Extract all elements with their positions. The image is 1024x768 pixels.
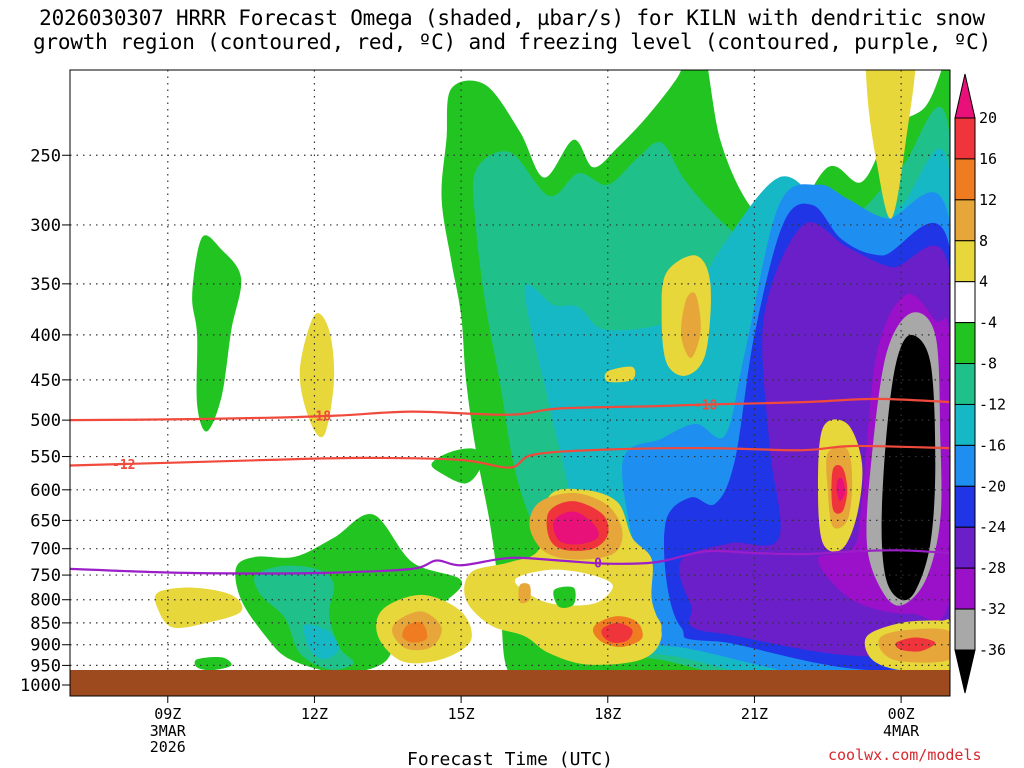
x-tick-label-00Z: 00Z xyxy=(888,705,915,723)
contour-dendritic-minus-18 xyxy=(70,397,950,422)
y-tick-label-900: 900 xyxy=(30,636,61,656)
omega-region-right-magenta-column xyxy=(836,477,845,502)
y-tick-label-700: 700 xyxy=(30,540,61,560)
colorbar-label-16: 16 xyxy=(979,150,997,168)
colorbar-swatch-1 xyxy=(954,158,976,201)
omega-region-bottom-left-green xyxy=(194,656,232,670)
colorbar-label--8: -8 xyxy=(979,355,997,373)
x-tick-sublabel-4MAR: 4MAR xyxy=(883,722,920,740)
omega-region-upper-orange-pair xyxy=(680,292,701,359)
y-tick-label-300: 300 xyxy=(30,216,61,236)
contour-label-dendritic-minus-18-0: -18 xyxy=(308,410,332,425)
colorbar-swatch-9 xyxy=(954,485,976,528)
colorbar-swatch-5 xyxy=(954,322,976,365)
x-tick-sublabel-2026: 2026 xyxy=(150,738,186,756)
omega-region-small-green-dash xyxy=(553,586,576,608)
omega-region-center-magenta xyxy=(553,511,599,545)
y-tick-label-650: 650 xyxy=(30,511,61,531)
contour-label-dendritic-minus-18-1: -18 xyxy=(694,399,718,414)
colorbar-swatch-2 xyxy=(954,199,976,242)
colorbar-label-12: 12 xyxy=(979,191,997,209)
colorbar-swatch-7 xyxy=(954,403,976,446)
colorbar-swatch-12 xyxy=(954,608,976,651)
x-tick-label-18Z: 18Z xyxy=(594,705,621,723)
x-tick-sublabel-3MAR: 3MAR xyxy=(150,722,187,740)
y-tick-label-450: 450 xyxy=(30,371,61,391)
y-tick-label-550: 550 xyxy=(30,448,61,468)
colorbar-label-8: 8 xyxy=(979,232,988,250)
x-axis-label: Forecast Time (UTC) xyxy=(407,749,613,768)
y-tick-label-800: 800 xyxy=(30,591,61,611)
x-tick-label-15Z: 15Z xyxy=(448,705,475,723)
colorbar-swatch-3 xyxy=(954,240,976,283)
colorbar-swatch-0 xyxy=(954,117,976,160)
colorbar-label--12: -12 xyxy=(979,395,1006,413)
colorbar-label--20: -20 xyxy=(979,477,1006,495)
x-tick-label-21Z: 21Z xyxy=(741,705,768,723)
colorbar-swatch-6 xyxy=(954,363,976,405)
colorbar-label--28: -28 xyxy=(979,559,1006,577)
contour-freezing-level-0 xyxy=(70,549,950,575)
omega-region-lower-red-blob xyxy=(601,622,633,643)
omega-region-early-green-streak xyxy=(192,235,242,432)
colorbar-top-arrow xyxy=(954,73,976,119)
colorbar-label--24: -24 xyxy=(979,518,1006,536)
x-tick-label-12Z: 12Z xyxy=(301,705,328,723)
colorbar-label-20: 20 xyxy=(979,109,997,127)
colorbar-label-4: 4 xyxy=(979,273,988,291)
contour-dendritic-minus-12 xyxy=(70,444,950,469)
x-tick-label-09Z: 09Z xyxy=(154,705,181,723)
omega-region-mid-deep-orange xyxy=(402,621,428,643)
colorbar-swatch-8 xyxy=(954,444,976,487)
y-tick-label-750: 750 xyxy=(30,566,61,586)
y-tick-label-250: 250 xyxy=(30,146,61,166)
colorbar-label--32: -32 xyxy=(979,600,1006,618)
omega-region-small-green-blob xyxy=(431,448,482,484)
y-tick-label-500: 500 xyxy=(30,411,61,431)
chart-title: 2026030307 HRRR Forecast Omega (shaded, … xyxy=(32,6,992,54)
colorbar-swatch-10 xyxy=(954,526,976,569)
omega-region-left-yellow-blob xyxy=(154,587,243,629)
y-tick-label-350: 350 xyxy=(30,275,61,295)
omega-region-top-right-yellow xyxy=(865,70,916,219)
y-tick-label-600: 600 xyxy=(30,481,61,501)
colorbar-swatch-11 xyxy=(954,567,976,610)
colorbar-swatch-4 xyxy=(954,281,976,324)
colorbar-label--36: -36 xyxy=(979,641,1006,659)
contour-label-dendritic-minus-12-0: -12 xyxy=(112,458,135,473)
credit-text: coolwx.com/models xyxy=(828,746,982,764)
colorbar-label--4: -4 xyxy=(979,314,997,332)
y-tick-label-950: 950 xyxy=(30,656,61,676)
contour-label-freezing-level-0-0: 0 xyxy=(594,557,602,572)
omega-region-low-level-cyan xyxy=(303,624,339,660)
omega-region-small-yellow-dash xyxy=(604,366,636,383)
omega-region-early-yellow-streak xyxy=(299,313,335,438)
y-tick-label-850: 850 xyxy=(30,614,61,634)
ground-band xyxy=(70,670,950,696)
colorbar-bottom-arrow xyxy=(954,649,976,694)
y-tick-label-1000: 1000 xyxy=(20,676,61,696)
y-tick-label-400: 400 xyxy=(30,326,61,346)
colorbar-label--16: -16 xyxy=(979,436,1006,454)
omega-region-tiny-orange-dash xyxy=(518,583,531,604)
plot-frame xyxy=(69,69,951,697)
